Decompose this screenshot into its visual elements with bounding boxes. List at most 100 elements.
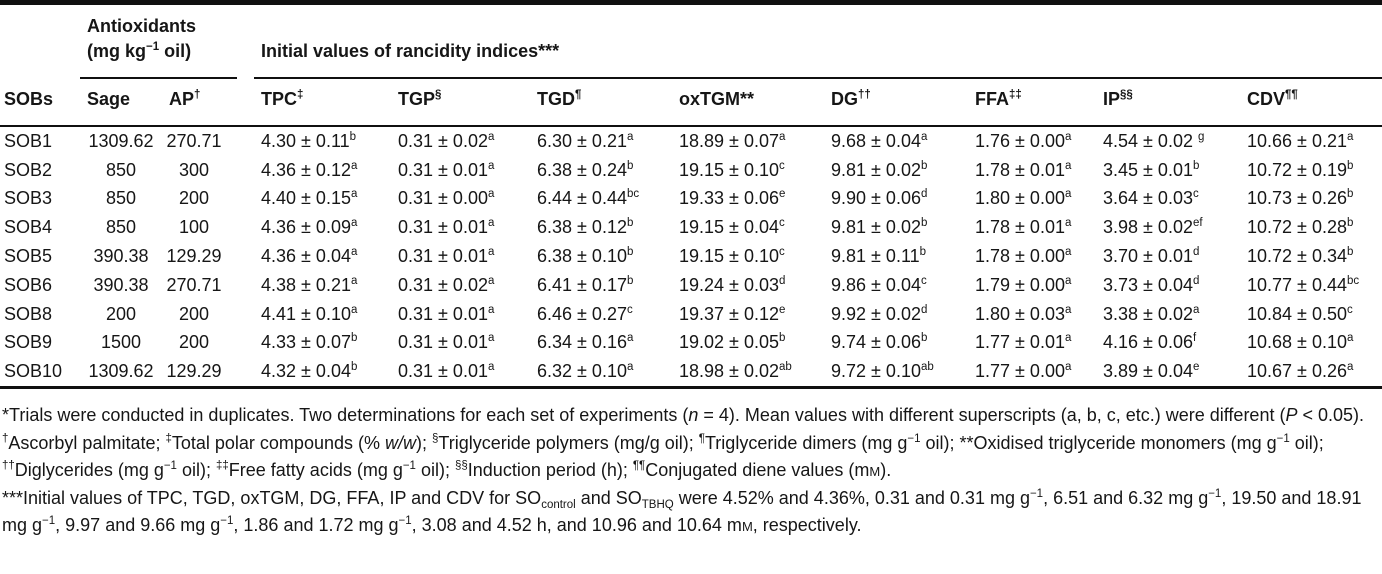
cell-sage: 1309.62 — [88, 130, 154, 151]
cell-ffa: 1.77 ± 0.01a — [975, 332, 1072, 353]
cell-cdv: 10.84 ± 0.50c — [1247, 303, 1353, 324]
cell-sob: SOB3 — [4, 188, 53, 209]
group-header-spacer — [0, 3, 80, 80]
cell-sage: 850 — [105, 217, 137, 238]
cell-tgp: 0.31 ± 0.01a — [398, 361, 495, 382]
cell-ap: 270.71 — [166, 274, 222, 295]
row-sob2: SOB2 850 300 4.36 ± 0.12a 0.31 ± 0.01a 6.38 ±… — [0, 156, 1382, 185]
column-header-row: SOBs Sage AP† TPC‡ TGP§ TGD¶ oxTGM** DG†† FFA‡‡ I… — [0, 79, 1382, 127]
cell-ip: 3.38 ± 0.02a — [1103, 303, 1200, 324]
footnotes: *Trials were conducted in duplicates. Tw… — [0, 389, 1382, 540]
cell-ap: 270.71 — [166, 130, 222, 151]
cell-ap: 129.29 — [166, 246, 222, 267]
cell-ip: 4.16 ± 0.06f — [1103, 332, 1197, 353]
rancidity-indices-table: Antioxidants (mg kg−1 oil) Initial value… — [0, 0, 1382, 390]
cell-ip: 3.73 ± 0.04d — [1103, 274, 1200, 295]
cell-cdv: 10.73 ± 0.26b — [1247, 188, 1354, 209]
cell-dg: 9.92 ± 0.02d — [831, 303, 928, 324]
cell-sob: SOB2 — [4, 159, 53, 180]
column-header-sage: Sage — [80, 79, 162, 127]
row-sob1: SOB1 1309.62 270.71 4.30 ± 0.11b 0.31 ± 0.02… — [0, 126, 1382, 156]
cell-tgp: 0.31 ± 0.01a — [398, 303, 495, 324]
cell-tgd: 6.34 ± 0.16a — [537, 332, 634, 353]
cell-dg: 9.90 ± 0.06d — [831, 188, 928, 209]
column-header-ap: AP† — [162, 79, 255, 127]
cell-tpc: 4.33 ± 0.07b — [261, 332, 358, 353]
footnote-2: †Ascorbyl palmitate; ‡Total polar compou… — [2, 432, 1324, 481]
row-sob6: SOB6 390.38 270.71 4.38 ± 0.21a 0.31 ± 0.02a… — [0, 271, 1382, 300]
column-header-sobs: SOBs — [0, 79, 80, 127]
cell-ap: 200 — [178, 332, 210, 353]
cell-ip: 3.64 ± 0.03c — [1103, 188, 1199, 209]
column-header-tgp: TGP§ — [391, 79, 531, 127]
cell-tgd: 6.32 ± 0.10a — [537, 361, 634, 382]
table-head: Antioxidants (mg kg−1 oil) Initial value… — [0, 3, 1382, 127]
cell-oxtgm: 18.98 ± 0.02ab — [679, 361, 792, 382]
cell-sob: SOB1 — [4, 130, 53, 151]
cell-oxtgm: 19.15 ± 0.10c — [679, 159, 785, 180]
cell-ffa: 1.77 ± 0.00a — [975, 361, 1072, 382]
cell-sage: 390.38 — [93, 274, 149, 295]
cell-tgp: 0.31 ± 0.02a — [398, 274, 495, 295]
cell-ip: 4.54 ± 0.02 g — [1103, 130, 1205, 151]
cell-oxtgm: 19.15 ± 0.10c — [679, 246, 785, 267]
cell-tgp: 0.31 ± 0.01a — [398, 332, 495, 353]
cell-cdv: 10.72 ± 0.19b — [1247, 159, 1354, 180]
cell-tpc: 4.36 ± 0.09a — [261, 217, 358, 238]
cell-sage: 850 — [105, 159, 137, 180]
cell-oxtgm: 19.15 ± 0.04c — [679, 217, 785, 238]
cell-oxtgm: 19.33 ± 0.06e — [679, 188, 786, 209]
cell-cdv: 10.77 ± 0.44bc — [1247, 274, 1360, 295]
cell-dg: 9.86 ± 0.04c — [831, 274, 927, 295]
cell-sage: 1500 — [100, 332, 142, 353]
cell-tpc: 4.32 ± 0.04b — [261, 361, 358, 382]
group-header-antioxidants: Antioxidants (mg kg−1 oil) — [80, 3, 254, 79]
cell-sage: 850 — [105, 188, 137, 209]
column-header-oxtgm: oxTGM** — [672, 79, 825, 127]
antioxidants-label-line2: (mg kg−1 oil) — [87, 41, 192, 61]
cell-cdv: 10.68 ± 0.10a — [1247, 332, 1354, 353]
cell-ffa: 1.76 ± 0.00a — [975, 130, 1072, 151]
column-header-cdv: CDV¶¶ — [1240, 79, 1382, 127]
cell-tpc: 4.30 ± 0.11b — [261, 130, 357, 151]
row-sob8: SOB8 200 200 4.41 ± 0.10a 0.31 ± 0.01a 6.46 ±… — [0, 300, 1382, 329]
column-header-ffa: FFA‡‡ — [968, 79, 1097, 127]
cell-tpc: 4.41 ± 0.10a — [261, 303, 358, 324]
cell-tgp: 0.31 ± 0.01a — [398, 159, 495, 180]
cell-ffa: 1.78 ± 0.01a — [975, 159, 1072, 180]
cell-ffa: 1.80 ± 0.00a — [975, 188, 1072, 209]
row-sob4: SOB4 850 100 4.36 ± 0.09a 0.31 ± 0.01a 6.38 ±… — [0, 213, 1382, 242]
table-body: SOB1 1309.62 270.71 4.30 ± 0.11b 0.31 ± 0.02… — [0, 126, 1382, 388]
cell-oxtgm: 19.24 ± 0.03d — [679, 274, 786, 295]
cell-sage: 1309.62 — [88, 361, 154, 382]
row-sob3: SOB3 850 200 4.40 ± 0.15a 0.31 ± 0.00a 6.44 ±… — [0, 185, 1382, 214]
cell-ffa: 1.78 ± 0.01a — [975, 217, 1072, 238]
cell-oxtgm: 18.89 ± 0.07a — [679, 130, 786, 151]
cell-sage: 200 — [105, 303, 137, 324]
cell-dg: 9.81 ± 0.02b — [831, 159, 928, 180]
cell-ap: 200 — [178, 303, 210, 324]
group-header-rancidity: Initial values of rancidity indices*** — [254, 3, 1382, 79]
cell-ap: 129.29 — [166, 361, 222, 382]
cell-dg: 9.74 ± 0.06b — [831, 332, 928, 353]
cell-sob: SOB8 — [4, 303, 53, 324]
cell-tgp: 0.31 ± 0.00a — [398, 188, 495, 209]
cell-ffa: 1.78 ± 0.00a — [975, 246, 1072, 267]
footnote-3: ***Initial values of TPC, TGD, oxTGM, DG… — [2, 487, 1362, 536]
row-sob9: SOB9 1500 200 4.33 ± 0.07b 0.31 ± 0.01a 6.34 … — [0, 329, 1382, 358]
cell-tgd: 6.38 ± 0.12b — [537, 217, 634, 238]
cell-ip: 3.70 ± 0.01d — [1103, 246, 1200, 267]
cell-tgd: 6.46 ± 0.27c — [537, 303, 633, 324]
cell-ip: 3.98 ± 0.02ef — [1103, 217, 1203, 238]
cell-ip: 3.89 ± 0.04e — [1103, 361, 1200, 382]
cell-ap: 200 — [178, 188, 210, 209]
column-header-tpc: TPC‡ — [254, 79, 392, 127]
cell-tgp: 0.31 ± 0.02a — [398, 130, 495, 151]
cell-sob: SOB10 — [4, 361, 63, 382]
cell-tgd: 6.41 ± 0.17b — [537, 274, 634, 295]
cell-dg: 9.72 ± 0.10ab — [831, 361, 934, 382]
cell-tgd: 6.44 ± 0.44bc — [537, 188, 640, 209]
cell-tpc: 4.38 ± 0.21a — [261, 274, 358, 295]
cell-cdv: 10.67 ± 0.26a — [1247, 361, 1354, 382]
cell-tpc: 4.40 ± 0.15a — [261, 188, 358, 209]
